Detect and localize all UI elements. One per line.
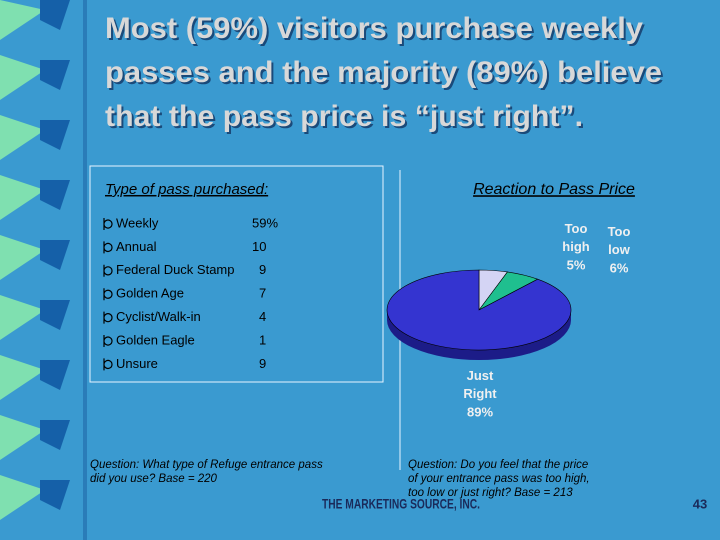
title-shadow: Most (59%) visitors purchase weekly (107, 14, 645, 47)
list-label: Golden Eagle (116, 332, 195, 347)
title-line: Most (59%) visitors purchase weekly (105, 12, 643, 45)
list-label: Annual (116, 239, 157, 254)
list-label: Weekly (116, 215, 159, 230)
slice-value-label: 89% (467, 404, 493, 419)
list-heading: Type of pass purchased: (105, 181, 268, 198)
slice-label: Just Right (463, 368, 497, 401)
list-value: 1 (259, 332, 266, 347)
question-left: Question: What type of Refuge entrance p… (90, 459, 323, 471)
slice-value-label: 6% (610, 260, 629, 275)
title-shadow: passes and the majority (89%) believe (107, 58, 664, 91)
bullet (103, 241, 113, 254)
list-label: Golden Age (116, 286, 184, 301)
question-right: too low or just right? Base = 213 (408, 487, 573, 499)
list-value: 7 (259, 286, 266, 301)
question-right: Question: Do you feel that the price (408, 459, 588, 471)
list-box (89, 165, 384, 383)
list-label: Unsure (116, 356, 158, 371)
bullet (103, 218, 113, 230)
chart-title: Reaction to Pass Price (473, 181, 635, 198)
list-label: Federal Duck Stamp (116, 262, 235, 277)
slice-label: Too low (608, 224, 631, 257)
slice-label: Too high (562, 221, 589, 254)
question-left: did you use? Base = 220 (90, 473, 218, 485)
bullet (103, 358, 113, 371)
list-value: 9 (259, 356, 266, 371)
pie-slice (386, 269, 572, 351)
bullet (103, 311, 113, 324)
list-value: 9 (259, 262, 266, 277)
binding-decoration (0, 0, 87, 540)
title-line: passes and the majority (89%) believe (105, 56, 662, 89)
title-line: that the pass price is “just right”. (105, 100, 583, 133)
slice-value-label: 5% (567, 257, 586, 272)
list-label: Cyclist/Walk-in (116, 309, 201, 324)
bullet (103, 288, 113, 301)
list-value: 10 (252, 239, 266, 254)
footer: THE MARKETING SOURCE, INC. (322, 496, 480, 512)
page-number: 43 (693, 496, 707, 511)
title-shadow: that the pass price is “just right”. (107, 102, 585, 135)
list-value: 4 (259, 309, 266, 324)
bullet (103, 264, 113, 277)
list-value: 59% (252, 215, 278, 230)
bullet (103, 335, 113, 347)
question-right: of your entrance pass was too high, (408, 473, 590, 485)
